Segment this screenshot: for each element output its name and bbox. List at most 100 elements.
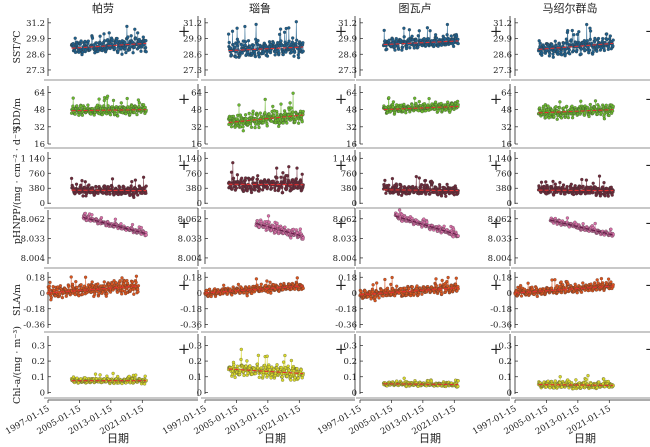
data-point	[279, 102, 283, 106]
data-point	[237, 103, 241, 107]
data-point	[77, 113, 81, 117]
data-point	[281, 171, 285, 175]
data-point	[454, 34, 459, 38]
panel-4-3: 0.180-0.18-0.36+	[490, 272, 650, 333]
data-point	[602, 48, 607, 53]
data-point	[256, 174, 260, 178]
data-point	[47, 287, 52, 292]
data-point	[296, 53, 300, 57]
data-point	[90, 280, 94, 284]
data-point	[414, 174, 418, 179]
y-tick-label: 64	[346, 88, 357, 98]
y-tick-label: 8.004	[21, 254, 45, 264]
data-point	[129, 34, 133, 38]
row-ylabel: Chl-a/(mg · m⁻³)	[12, 326, 23, 404]
data-point	[597, 105, 601, 109]
data-point	[250, 291, 254, 296]
data-point	[69, 275, 73, 279]
data-point	[282, 30, 287, 34]
data-point	[440, 278, 444, 283]
data-point	[80, 292, 85, 297]
data-point	[433, 33, 438, 37]
data-point	[382, 28, 386, 33]
data-point	[552, 114, 556, 119]
data-point	[108, 46, 112, 51]
data-point	[381, 294, 385, 298]
data-point	[566, 115, 571, 120]
y-tick-label: 380	[496, 184, 512, 194]
data-point	[417, 176, 421, 180]
data-point	[110, 177, 115, 181]
data-point	[550, 278, 554, 282]
data-point	[96, 282, 100, 286]
data-point	[579, 290, 584, 294]
data-point	[396, 47, 401, 51]
data-point	[581, 222, 585, 226]
data-point	[260, 188, 265, 192]
data-point	[95, 103, 100, 107]
data-point	[609, 280, 613, 284]
data-point	[572, 33, 576, 37]
data-point	[243, 113, 248, 117]
data-point	[259, 282, 263, 286]
data-point	[73, 112, 77, 116]
y-tick-label: 16	[191, 140, 202, 150]
data-point	[384, 191, 388, 195]
data-point	[51, 284, 55, 289]
row-ylabel: SLA/m	[12, 284, 23, 316]
data-point	[136, 193, 140, 197]
data-point	[248, 122, 253, 126]
data-point	[422, 217, 426, 221]
data-point	[136, 290, 140, 294]
data-point	[133, 178, 138, 182]
data-point	[283, 177, 287, 182]
data-point	[265, 124, 269, 128]
data-point	[456, 103, 460, 107]
data-point	[579, 99, 583, 103]
data-point	[94, 41, 99, 45]
data-point	[294, 177, 298, 181]
data-point	[383, 277, 387, 282]
data-point	[580, 177, 584, 182]
data-point	[518, 283, 523, 288]
y-tick-label: 380	[186, 184, 202, 194]
data-point	[48, 280, 52, 285]
data-point	[251, 176, 255, 180]
y-tick-label: 31.2	[183, 19, 202, 29]
data-point	[102, 39, 107, 43]
y-tick-label: 0	[40, 199, 45, 209]
data-point	[102, 98, 106, 103]
data-point	[75, 104, 79, 108]
data-point	[238, 185, 242, 190]
data-point	[94, 185, 98, 189]
data-point	[251, 43, 256, 47]
data-point	[553, 39, 557, 43]
data-point	[565, 184, 569, 189]
data-point	[80, 178, 84, 183]
data-point	[246, 39, 251, 43]
y-tick-label: 8.004	[333, 254, 357, 264]
data-point	[402, 26, 406, 30]
data-point	[116, 114, 120, 118]
data-point	[255, 219, 260, 223]
trend-line	[71, 42, 147, 49]
y-tick-label: 64	[501, 88, 512, 98]
row-ylabel: SST/℃	[12, 30, 23, 63]
trend-significance-marker: +	[645, 22, 650, 40]
data-point	[231, 176, 236, 180]
data-point	[105, 38, 110, 42]
data-point	[284, 118, 288, 122]
data-point	[71, 104, 75, 108]
data-point	[236, 44, 240, 48]
data-point	[288, 101, 292, 105]
data-point	[408, 46, 412, 50]
data-point	[144, 184, 148, 188]
y-tick-label: 0	[507, 289, 512, 299]
y-tick-label: 0.2	[31, 357, 45, 367]
y-tick-label: 8.033	[178, 234, 202, 244]
data-point	[559, 280, 563, 284]
data-point	[254, 122, 258, 126]
data-point	[90, 213, 94, 217]
data-point	[395, 284, 399, 288]
